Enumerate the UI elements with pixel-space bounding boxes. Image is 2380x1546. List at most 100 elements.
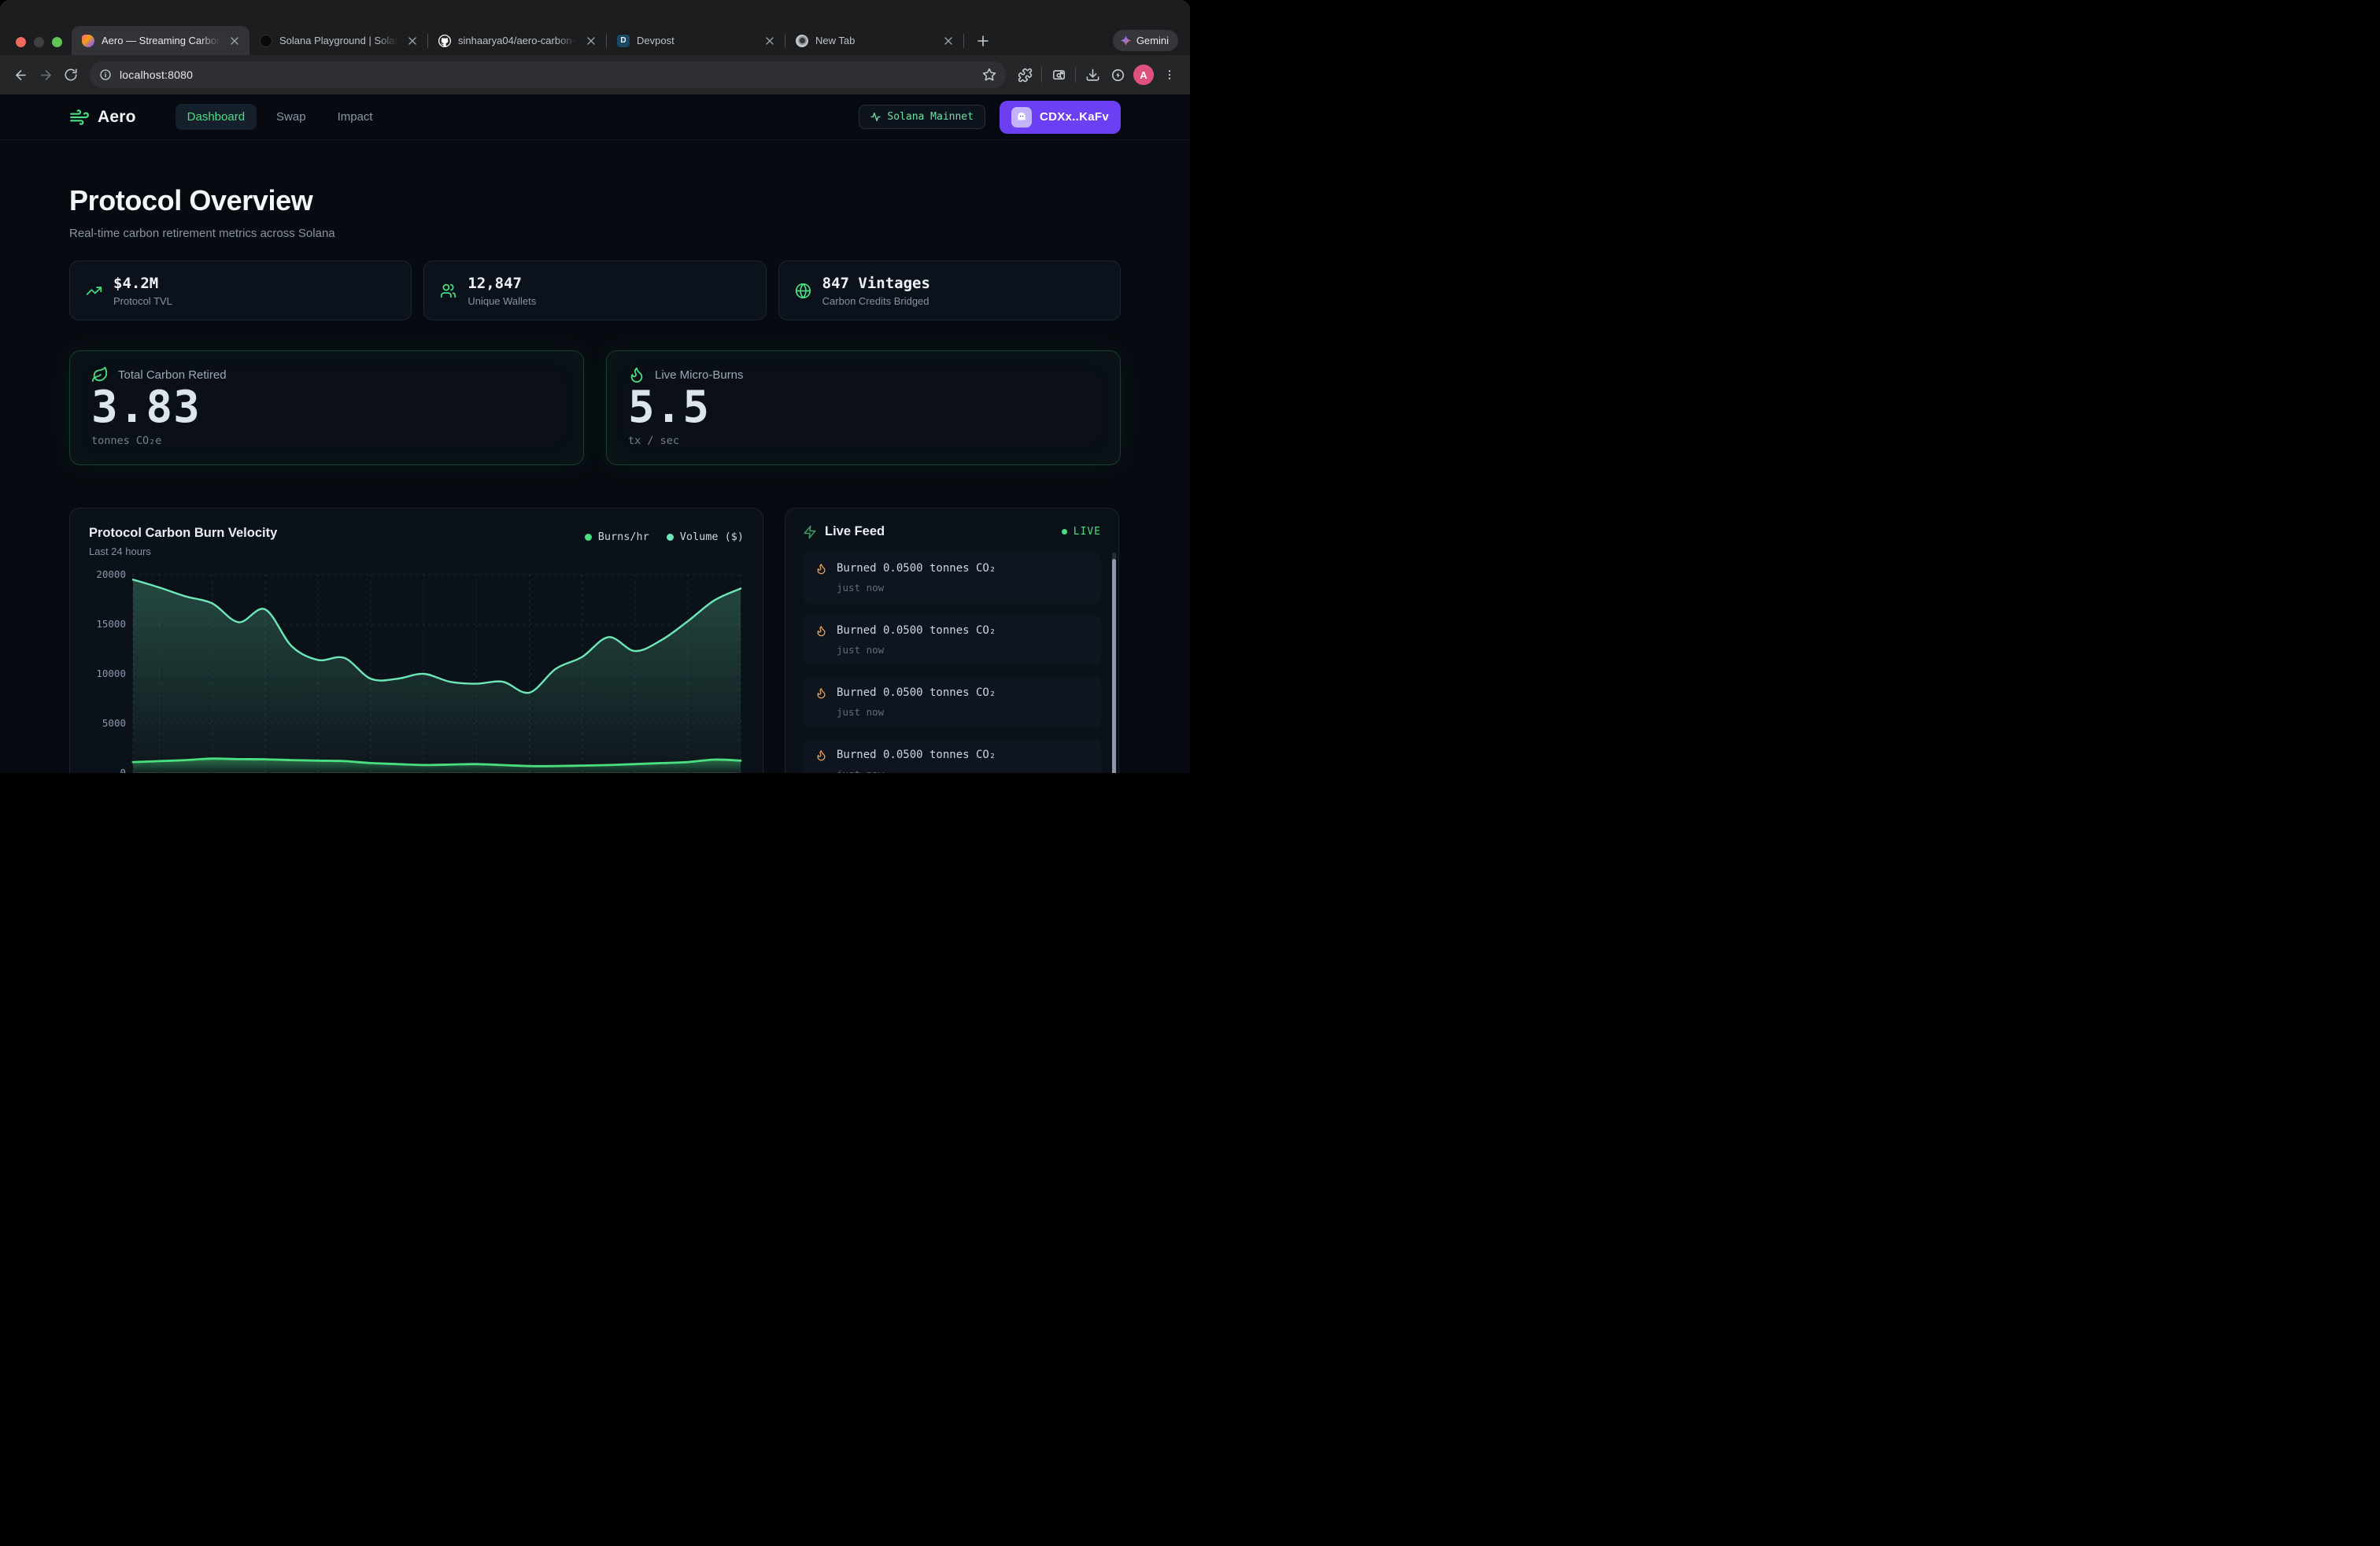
tab-title: Solana Playground | Solana ID — [279, 35, 398, 46]
live-dot-icon — [1061, 529, 1067, 534]
stat-card-tvl: $4.2M Protocol TVL — [69, 261, 412, 320]
tab-close-icon[interactable] — [763, 34, 777, 48]
stat-value: 847 Vintages — [822, 274, 930, 292]
wallet-button[interactable]: CDXx..KaFv — [999, 100, 1121, 134]
feed-item-time: just now — [837, 582, 885, 594]
chart-legend: Burns/hr Volume ($) — [584, 531, 744, 543]
metric-value: 5.5 — [628, 382, 711, 433]
legend-label: Volume ($) — [679, 531, 744, 543]
reload-button[interactable] — [58, 62, 83, 87]
site-header: Aero Dashboard Swap Impact Solana Mainne… — [0, 94, 1190, 140]
browser-menu-icon[interactable] — [1157, 62, 1182, 87]
gemini-button[interactable]: Gemini — [1112, 30, 1178, 51]
tab-divider — [427, 33, 428, 48]
feed-item[interactable]: Burned 0.0500 tonnes CO₂ just now — [803, 552, 1101, 604]
tab-divider — [606, 33, 607, 48]
tab-close-icon[interactable] — [227, 34, 242, 48]
page-title: Protocol Overview — [69, 184, 313, 216]
minimize-window-button[interactable] — [34, 37, 44, 47]
feed-item-time: just now — [837, 644, 885, 656]
tab-devpost[interactable]: D Devpost — [607, 26, 785, 55]
chart-title: Protocol Carbon Burn Velocity — [89, 526, 278, 540]
zap-icon — [804, 525, 816, 538]
zoom-window-button[interactable] — [52, 37, 62, 47]
close-window-button[interactable] — [16, 37, 26, 47]
site-info-icon[interactable] — [99, 68, 112, 81]
metric-label: Total Carbon Retired — [118, 368, 227, 382]
legend-dot-volume-icon — [666, 533, 674, 541]
new-tab-button[interactable] — [972, 30, 994, 52]
leaf-icon — [91, 366, 108, 383]
feed-item-text: Burned 0.0500 tonnes CO₂ — [837, 749, 996, 761]
live-badge: LIVE — [1061, 526, 1101, 538]
toolbar-divider — [1041, 67, 1042, 83]
tab-close-icon[interactable] — [941, 34, 955, 48]
bookmark-star-icon[interactable] — [982, 68, 996, 82]
svg-text:15000: 15000 — [96, 618, 126, 630]
feed-item-text: Burned 0.0500 tonnes CO₂ — [837, 562, 996, 575]
activity-pulse-icon — [870, 112, 881, 122]
github-favicon-icon — [438, 34, 451, 47]
trending-up-icon — [86, 283, 102, 299]
tab-aero[interactable]: Aero — Streaming Carbon Liq — [72, 26, 249, 55]
nav-dashboard[interactable]: Dashboard — [175, 104, 257, 130]
forward-button[interactable] — [33, 62, 58, 87]
site-menu: Dashboard Swap Impact — [175, 104, 385, 130]
back-button[interactable] — [8, 62, 33, 87]
chart-series — [131, 579, 742, 773]
phantom-ghost-icon — [1011, 106, 1032, 128]
tab-title: New Tab — [815, 35, 856, 46]
page-subtitle: Real-time carbon retirement metrics acro… — [69, 227, 335, 240]
legend-volume: Volume ($) — [666, 531, 744, 543]
feed-item[interactable]: Burned 0.0500 tonnes CO₂ just now — [803, 614, 1101, 666]
svg-text:10000: 10000 — [96, 668, 126, 679]
energy-saver-icon[interactable] — [1105, 62, 1130, 87]
brand-name: Aero — [98, 107, 136, 126]
tab-search-icon[interactable] — [1046, 62, 1071, 87]
feed-item[interactable]: Burned 0.0500 tonnes CO₂ just now — [803, 738, 1101, 773]
stat-cards: $4.2M Protocol TVL 12,847 Unique Wallets — [69, 261, 1121, 320]
wind-logo-icon — [70, 109, 89, 125]
flame-icon — [815, 687, 827, 699]
tab-new-tab[interactable]: New Tab — [785, 26, 963, 55]
legend-burns: Burns/hr — [584, 531, 649, 543]
tab-github[interactable]: sinhaarya04/aero-carbon-sola — [428, 26, 606, 55]
toolbar-divider — [1075, 67, 1076, 83]
stat-value: 12,847 — [468, 274, 522, 292]
stat-value: $4.2M — [113, 274, 159, 292]
header-right: Solana Mainnet CDXx..KaFv — [859, 100, 1121, 134]
tab-close-icon[interactable] — [584, 34, 598, 48]
flame-icon — [815, 563, 827, 575]
extensions-icon[interactable] — [1012, 62, 1037, 87]
brand[interactable]: Aero — [69, 107, 136, 128]
feed-item-time: just now — [837, 768, 1088, 773]
feed-list: Burned 0.0500 tonnes CO₂ just now Burned… — [803, 552, 1101, 773]
feed-item[interactable]: Burned 0.0500 tonnes CO₂ just now — [803, 676, 1101, 728]
nav-impact[interactable]: Impact — [337, 110, 373, 124]
feed-scrollbar[interactable] — [1112, 553, 1116, 773]
tab-close-icon[interactable] — [405, 34, 419, 48]
stat-label: Protocol TVL — [113, 294, 172, 307]
tab-strip: Aero — Streaming Carbon Liq Solana Playg… — [0, 0, 1190, 55]
tabs: Aero — Streaming Carbon Liq Solana Playg… — [72, 26, 994, 55]
address-bar[interactable]: localhost:8080 — [90, 61, 1006, 88]
svg-text:0: 0 — [120, 767, 126, 773]
metric-label: Live Micro-Burns — [655, 368, 744, 382]
network-badge: Solana Mainnet — [859, 105, 985, 129]
network-label: Solana Mainnet — [887, 111, 974, 123]
svg-text:5000: 5000 — [102, 717, 126, 729]
nav-swap[interactable]: Swap — [276, 110, 306, 124]
feed-item-time: just now — [837, 706, 885, 718]
metric-unit: tonnes CO₂e — [91, 434, 162, 447]
metric-value: 3.83 — [91, 382, 201, 433]
svg-text:20000: 20000 — [96, 568, 126, 580]
downloads-icon[interactable] — [1080, 62, 1105, 87]
profile-avatar[interactable]: A — [1133, 65, 1154, 85]
tab-divider — [963, 33, 964, 48]
stat-card-vintages: 847 Vintages Carbon Credits Bridged — [778, 261, 1121, 320]
burn-velocity-chart-card: Protocol Carbon Burn Velocity Last 24 ho… — [69, 508, 763, 773]
tab-solana-playground[interactable]: Solana Playground | Solana ID — [249, 26, 427, 55]
users-icon — [440, 283, 456, 299]
feed-scrollbar-thumb[interactable] — [1112, 559, 1116, 773]
total-carbon-retired-card: Total Carbon Retired 3.83 tonnes CO₂e — [69, 350, 584, 465]
